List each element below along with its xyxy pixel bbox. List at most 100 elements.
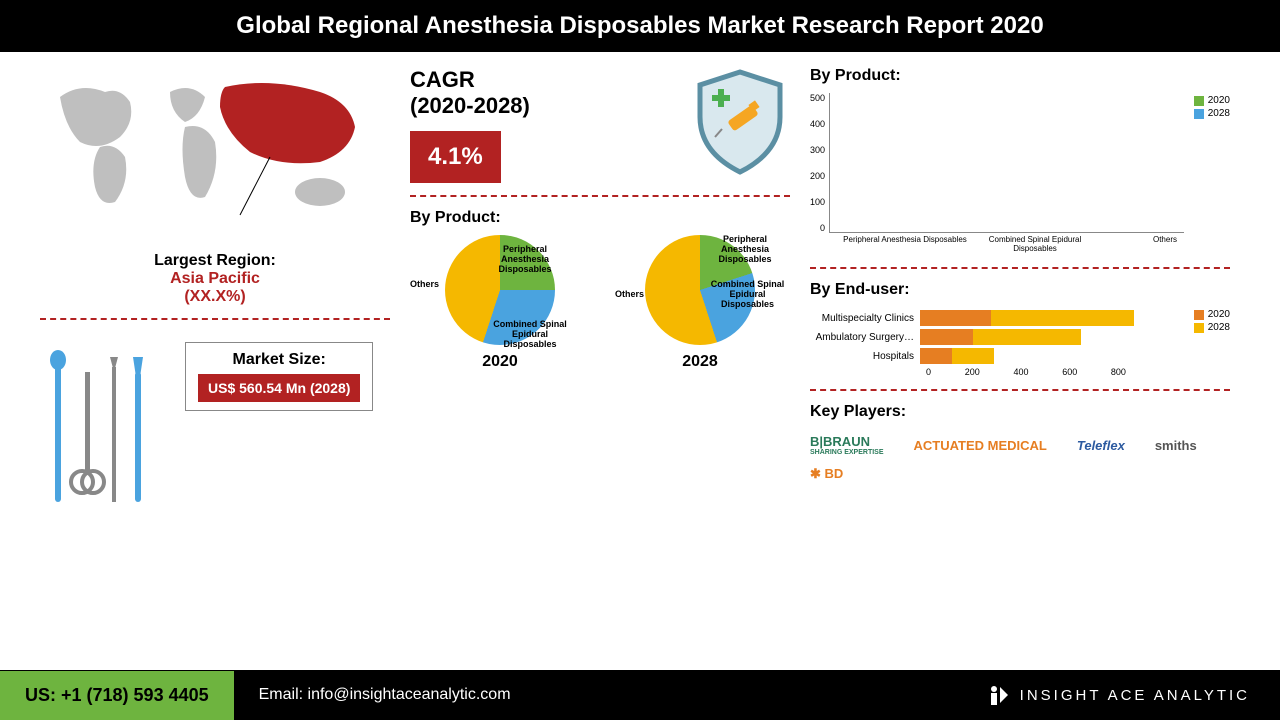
ytick: 400	[810, 119, 825, 129]
region-label-text: Largest Region:	[40, 252, 390, 270]
ytick: 0	[810, 223, 825, 233]
hbar-seg	[991, 310, 1133, 326]
market-size-value: US$ 560.54 Mn (2028)	[198, 374, 360, 402]
world-map-area	[40, 67, 390, 247]
hbar-seg	[920, 310, 991, 326]
player-sub: SHARING EXPERTISE	[810, 449, 884, 456]
pie-label: Others	[615, 290, 644, 300]
xtick: 400	[1013, 367, 1028, 377]
hbar-row: Multispecialty Clinics	[810, 310, 1184, 326]
shield-icon	[690, 67, 790, 177]
player-bd: ✱ BD	[810, 466, 843, 482]
legend-label: 2028	[1208, 108, 1230, 119]
cagr-area: CAGR (2020-2028) 4.1%	[410, 67, 790, 183]
enduser-legend: 2020 2028	[1194, 307, 1230, 377]
product-bar-legend: 2020 2028	[1194, 93, 1230, 233]
world-map-icon	[40, 67, 380, 217]
footer: US: +1 (718) 593 4405 Email: info@insigh…	[0, 670, 1280, 720]
product-bar-chart: 500 400 300 200 100 0	[810, 93, 1184, 233]
ytick: 300	[810, 145, 825, 155]
legend-item: 2020	[1194, 309, 1230, 320]
x-label: Others	[1100, 233, 1230, 255]
ytick: 100	[810, 197, 825, 207]
pie-2028: Peripheral Anesthesia Disposables Combin…	[645, 235, 755, 371]
market-size-box: Market Size: US$ 560.54 Mn (2028)	[185, 342, 373, 411]
x-label: Combined Spinal Epidural Disposables	[970, 233, 1100, 255]
hbar-seg	[952, 348, 994, 364]
bars-area	[829, 93, 1184, 233]
y-axis: 500 400 300 200 100 0	[810, 93, 829, 233]
legend-item: 2028	[1194, 322, 1230, 333]
market-size-area: Market Size: US$ 560.54 Mn (2028)	[40, 342, 390, 522]
hbar-label: Ambulatory Surgery…	[810, 332, 920, 343]
legend-swatch	[1194, 323, 1204, 333]
product-pie-title: By Product:	[410, 209, 790, 227]
hbar-track	[920, 310, 1184, 326]
page-header: Global Regional Anesthesia Disposables M…	[0, 0, 1280, 52]
key-players-list: B|BRAUNSHARING EXPERTISE ACTUATED MEDICA…	[810, 429, 1230, 482]
content-area: Largest Region: Asia Pacific (XX.X%) Mar…	[0, 52, 1280, 622]
region-label: Largest Region: Asia Pacific (XX.X%)	[40, 252, 390, 306]
divider	[810, 267, 1230, 269]
player-name: B|BRAUN	[810, 434, 870, 449]
hbar-seg	[920, 348, 952, 364]
region-pct: (XX.X%)	[40, 288, 390, 306]
market-size-label: Market Size:	[198, 351, 360, 369]
column-right: By Product: 500 400 300 200 100 0 202	[810, 67, 1230, 612]
legend-item: 2028	[1194, 108, 1230, 119]
legend-swatch	[1194, 96, 1204, 106]
x-labels: Peripheral Anesthesia Disposables Combin…	[840, 233, 1230, 255]
player-actuated: ACTUATED MEDICAL	[914, 438, 1047, 453]
player-teleflex: Teleflex	[1077, 438, 1125, 453]
hbar-row: Hospitals	[810, 348, 1184, 364]
legend-label: 2020	[1208, 95, 1230, 106]
legend-label: 2028	[1208, 322, 1230, 333]
brand-icon	[986, 683, 1010, 707]
cagr-title: CAGR	[410, 67, 530, 93]
hbar-seg	[973, 329, 1081, 345]
product-bar-title: By Product:	[810, 67, 1230, 85]
pie-chart-2028: Peripheral Anesthesia Disposables Combin…	[645, 235, 755, 345]
legend-swatch	[1194, 109, 1204, 119]
hbar-x-axis: 0 200 400 600 800	[926, 367, 1126, 377]
key-players-title: Key Players:	[810, 403, 1230, 421]
ytick: 200	[810, 171, 825, 181]
divider	[810, 389, 1230, 391]
pie-label: Peripheral Anesthesia Disposables	[710, 235, 780, 265]
hbar-label: Hospitals	[810, 351, 920, 362]
cagr-period: (2020-2028)	[410, 93, 530, 119]
product-bar-wrapper: 500 400 300 200 100 0 2020 2028	[810, 93, 1230, 233]
enduser-chart: Multispecialty Clinics Ambulatory Surger…	[810, 307, 1184, 377]
surgical-tools-icon	[40, 342, 170, 522]
hbar-label: Multispecialty Clinics	[810, 313, 920, 324]
region-name: Asia Pacific	[40, 270, 390, 288]
hbar-row: Ambulatory Surgery…	[810, 329, 1184, 345]
xtick: 800	[1111, 367, 1126, 377]
legend-item: 2020	[1194, 95, 1230, 106]
pie-chart-2020: Peripheral Anesthesia Disposables Combin…	[445, 235, 555, 345]
column-left: Largest Region: Asia Pacific (XX.X%) Mar…	[40, 67, 390, 612]
player-smiths: smiths	[1155, 438, 1197, 453]
pie-year: 2028	[645, 353, 755, 371]
enduser-title: By End-user:	[810, 281, 1230, 299]
enduser-wrapper: Multispecialty Clinics Ambulatory Surger…	[810, 307, 1230, 377]
xtick: 200	[965, 367, 980, 377]
legend-label: 2020	[1208, 309, 1230, 320]
pie-2020: Peripheral Anesthesia Disposables Combin…	[445, 235, 555, 371]
pie-charts: Peripheral Anesthesia Disposables Combin…	[410, 235, 790, 371]
pie-year: 2020	[445, 353, 555, 371]
divider	[40, 318, 390, 320]
footer-brand: INSIGHT ACE ANALYTIC	[986, 683, 1280, 707]
cagr-value: 4.1%	[410, 131, 501, 183]
pie-label: Peripheral Anesthesia Disposables	[490, 245, 560, 275]
ytick: 500	[810, 93, 825, 103]
hbar-track	[920, 329, 1184, 345]
footer-phone: US: +1 (718) 593 4405	[0, 671, 234, 720]
hbar-track	[920, 348, 1184, 364]
divider	[410, 195, 790, 197]
pie-label: Combined Spinal Epidural Disposables	[710, 280, 785, 310]
cagr-text: CAGR (2020-2028) 4.1%	[410, 67, 530, 183]
player-braun: B|BRAUNSHARING EXPERTISE	[810, 434, 884, 456]
pie-label: Combined Spinal Epidural Disposables	[485, 320, 575, 350]
xtick: 600	[1062, 367, 1077, 377]
